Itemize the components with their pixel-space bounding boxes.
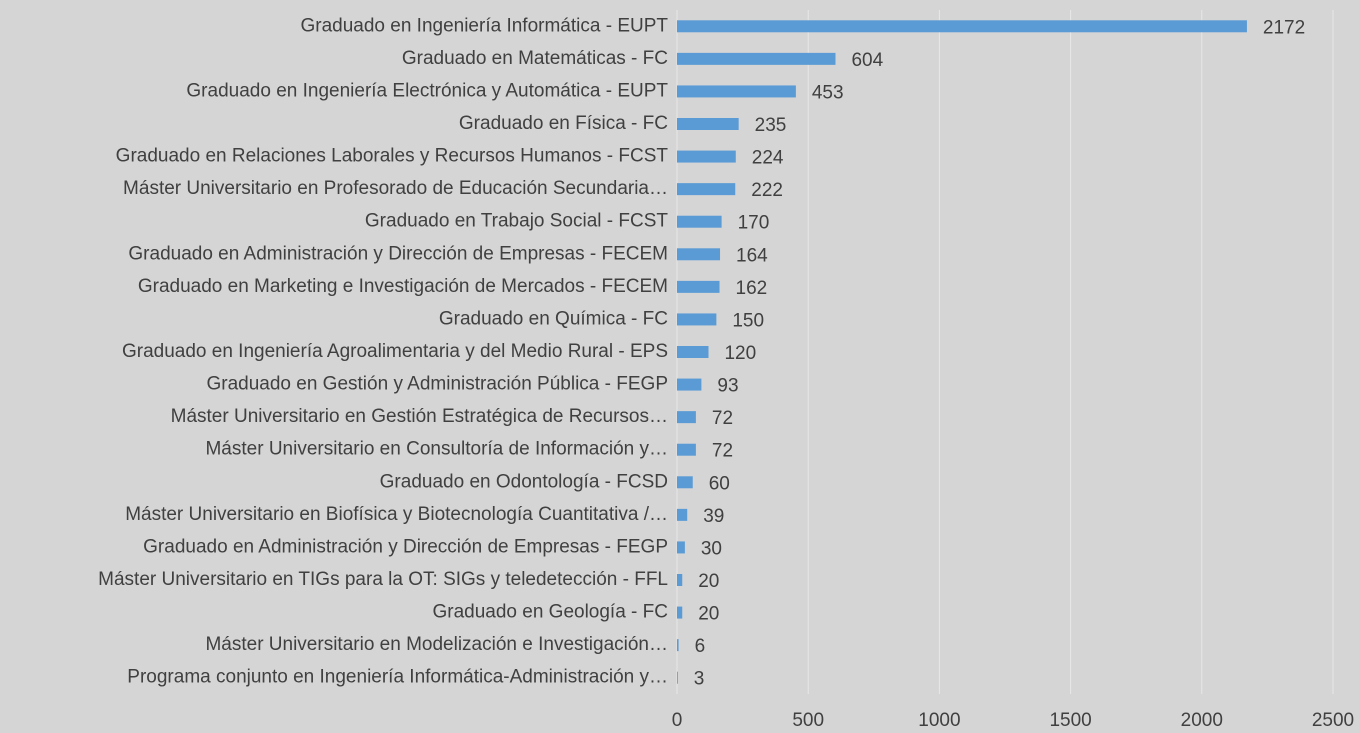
bar — [677, 183, 736, 196]
bar — [677, 508, 688, 521]
x-tick-label: 500 — [792, 710, 824, 731]
value-label: 164 — [736, 245, 768, 266]
x-tick-label: 1500 — [1049, 710, 1091, 731]
x-tick-label: 2500 — [1312, 710, 1354, 731]
y-tick-label: Graduado en Relaciones Laborales y Recur… — [116, 146, 669, 167]
bar — [677, 639, 679, 652]
y-tick-label: Graduado en Ingeniería Electrónica y Aut… — [186, 80, 668, 101]
value-label: 2172 — [1263, 17, 1305, 38]
bar — [677, 346, 709, 358]
value-label: 222 — [751, 180, 783, 201]
value-label: 60 — [709, 473, 730, 494]
y-tick-label: Máster Universitario en Consultoría de I… — [205, 439, 668, 460]
value-label: 72 — [712, 441, 733, 462]
bar — [677, 443, 696, 456]
value-label: 170 — [738, 213, 770, 234]
bar — [677, 280, 720, 293]
bar — [677, 150, 736, 163]
value-label: 39 — [703, 506, 724, 527]
y-tick-label: Graduado en Física - FC — [459, 113, 668, 134]
x-tick-label: 0 — [672, 710, 683, 731]
value-label: 20 — [698, 571, 719, 592]
y-tick-label: Graduado en Gestión y Administración Púb… — [206, 374, 668, 395]
bar — [677, 313, 717, 326]
bar — [677, 378, 702, 391]
value-label: 235 — [755, 115, 787, 136]
bar — [677, 52, 836, 65]
y-tick-label: Graduado en Trabajo Social - FCST — [365, 211, 668, 232]
bar — [677, 671, 678, 684]
bar — [677, 574, 683, 586]
value-label: 453 — [812, 82, 844, 103]
y-tick-label: Máster Universitario en Gestión Estratég… — [171, 406, 668, 427]
value-label: 224 — [752, 148, 784, 169]
value-label: 93 — [717, 376, 738, 397]
x-tick-label: 1000 — [918, 710, 960, 731]
bar — [677, 476, 693, 489]
y-tick-label: Graduado en Matemáticas - FC — [402, 48, 668, 69]
value-label: 20 — [698, 604, 719, 625]
value-label: 604 — [851, 50, 883, 71]
y-tick-label: Máster Universitario en TIGs para la OT:… — [98, 569, 668, 590]
bar — [677, 215, 722, 228]
y-tick-label: Graduado en Odontología - FCSD — [380, 471, 668, 492]
y-tick-label: Graduado en Geología - FC — [432, 602, 668, 623]
bar — [677, 118, 739, 130]
y-tick-label: Programa conjunto en Ingeniería Informát… — [127, 667, 668, 688]
y-tick-label: Máster Universitario en Profesorado de E… — [123, 178, 668, 199]
bar — [677, 606, 683, 619]
y-tick-label: Graduado en Química - FC — [439, 308, 668, 329]
bar — [677, 20, 1247, 33]
value-label: 162 — [736, 278, 768, 299]
bar — [677, 248, 721, 261]
value-label: 120 — [724, 343, 756, 364]
bar — [677, 541, 685, 554]
value-label: 6 — [695, 636, 706, 657]
y-tick-label: Graduado en Administración y Dirección d… — [128, 243, 668, 264]
y-tick-label: Graduado en Ingeniería Informática - EUP… — [300, 15, 668, 36]
value-label: 150 — [732, 310, 764, 331]
y-tick-label: Graduado en Marketing e Investigación de… — [138, 276, 668, 297]
y-tick-label: Graduado en Ingeniería Agroalimentaria y… — [122, 341, 668, 362]
value-label: 72 — [712, 408, 733, 429]
bar — [677, 85, 796, 98]
value-label: 30 — [701, 538, 722, 559]
y-tick-label: Graduado en Administración y Dirección d… — [143, 536, 668, 557]
y-tick-label: Máster Universitario en Biofísica y Biot… — [125, 504, 668, 525]
x-tick-label: 2000 — [1181, 710, 1223, 731]
y-tick-label: Máster Universitario en Modelización e I… — [205, 634, 668, 655]
value-label: 3 — [694, 669, 705, 690]
bar — [677, 411, 696, 424]
